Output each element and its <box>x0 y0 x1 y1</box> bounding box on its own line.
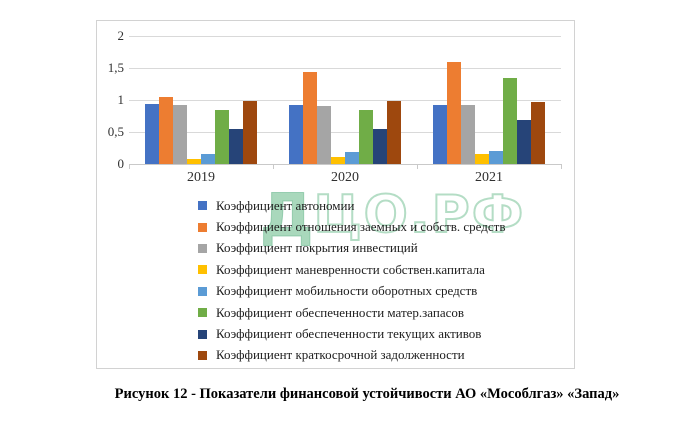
x-tick-label: 2019 <box>187 169 215 185</box>
axis-tick <box>273 163 274 169</box>
chart-frame: 2019 2020 2021 0 0,5 1 1,5 2 ДЦО.РФ Коэффициен… <box>96 20 575 369</box>
bar <box>145 103 159 164</box>
chart-legend: Коэффициент автономии Коэффициент отношен… <box>198 195 505 366</box>
legend-label: Коэффициент обеспеченности текущих актив… <box>216 326 482 342</box>
bar <box>503 77 517 164</box>
bar <box>303 71 317 164</box>
bar <box>345 151 359 164</box>
legend-swatch-icon <box>198 286 207 296</box>
bar <box>461 104 475 164</box>
gridline <box>129 131 561 133</box>
axis-tick <box>561 163 562 169</box>
bar <box>447 61 461 164</box>
legend-item: Коэффициент мобильности оборотных средст… <box>198 281 505 302</box>
legend-swatch-icon <box>198 350 207 360</box>
bar <box>373 128 387 164</box>
bar <box>489 150 503 164</box>
x-tick-label: 2020 <box>331 169 359 185</box>
bar <box>433 104 447 164</box>
bar <box>359 109 373 164</box>
bar <box>331 156 345 164</box>
y-tick-label: 2 <box>117 28 125 44</box>
legend-swatch-icon <box>198 329 207 339</box>
y-tick-label: 1 <box>117 92 125 108</box>
legend-swatch-icon <box>198 265 207 275</box>
axis-tick <box>417 163 418 169</box>
gridline <box>129 35 561 37</box>
bar <box>517 119 531 164</box>
bar <box>317 105 331 164</box>
y-tick-label: 1,5 <box>107 60 124 76</box>
bar <box>201 153 215 164</box>
legend-label: Коэффициент покрытия инвестиций <box>216 240 418 256</box>
legend-item: Коэффициент маневренности собствен.капит… <box>198 259 505 280</box>
legend-item: Коэффициент краткосрочной задолженности <box>198 345 505 366</box>
legend-item: Коэффициент отношения заемных и собств. … <box>198 216 505 237</box>
legend-item: Коэффициент покрытия инвестиций <box>198 238 505 259</box>
y-tick-label: 0,5 <box>107 124 124 140</box>
bar <box>229 128 243 164</box>
legend-item: Коэффициент автономии <box>198 195 505 216</box>
legend-swatch-icon <box>198 201 207 211</box>
bar <box>243 100 257 164</box>
legend-label: Коэффициент автономии <box>216 197 355 213</box>
legend-label: Коэффициент отношения заемных и собств. … <box>216 219 506 235</box>
axis-tick <box>129 163 130 169</box>
legend-item: Коэффициент обеспеченности текущих актив… <box>198 323 505 344</box>
bar <box>475 153 489 164</box>
bar <box>159 96 173 164</box>
bar <box>531 101 545 164</box>
legend-swatch-icon <box>198 222 207 232</box>
legend-label: Коэффициент маневренности собствен.капит… <box>216 261 485 277</box>
x-tick-label: 2021 <box>475 169 503 185</box>
x-axis-line <box>129 163 561 165</box>
legend-item: Коэффициент обеспеченности матер.запасов <box>198 302 505 323</box>
legend-label: Коэффициент обеспеченности матер.запасов <box>216 304 465 320</box>
bar <box>187 158 201 164</box>
gridline <box>129 99 561 101</box>
legend-swatch-icon <box>198 243 207 253</box>
legend-label: Коэффициент мобильности оборотных средст… <box>216 283 478 299</box>
figure-caption: Рисунок 12 - Показатели финансовой устой… <box>114 386 620 402</box>
legend-swatch-icon <box>198 308 207 318</box>
y-tick-label: 0 <box>117 156 125 171</box>
bar <box>215 109 229 164</box>
legend-label: Коэффициент краткосрочной задолженности <box>216 347 465 363</box>
bar <box>173 104 187 164</box>
bar <box>387 100 401 164</box>
bar <box>289 104 303 164</box>
gridline <box>129 67 561 69</box>
